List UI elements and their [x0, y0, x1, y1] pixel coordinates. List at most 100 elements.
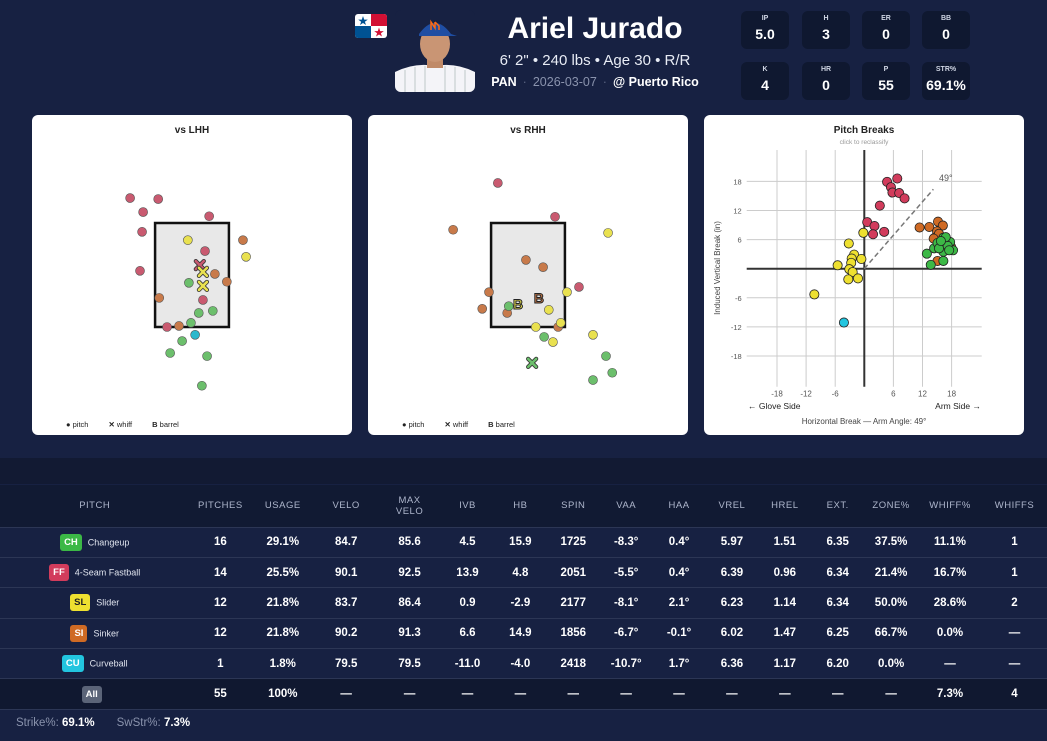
cell-zone-: 21.4%: [864, 557, 919, 589]
pitch-dot: [555, 318, 566, 328]
table-row[interactable]: CH Changeup 16 29.1% 84.7 85.6 4.5 15.9 1725 -8.3…: [0, 527, 1047, 558]
pitch-cell: CH Changeup: [0, 527, 190, 558]
cell-usage: 21.8%: [251, 618, 315, 650]
cell-max-velo: 79.5: [378, 648, 442, 680]
pitch-point: [858, 227, 869, 238]
pitch-name: 4-Seam Fastball: [74, 567, 141, 578]
player-name: Ariel Jurado: [507, 12, 683, 45]
pitch-point: [892, 173, 903, 184]
pitch-dot: [154, 293, 165, 303]
pitch-code-badge: FF: [49, 564, 69, 582]
cell-vaa: -8.3°: [599, 527, 653, 558]
cell-vaa: -6.7°: [599, 618, 653, 650]
stat-label: IP: [761, 15, 769, 22]
cell-pitches: 55: [189, 678, 252, 710]
pitch-point: [924, 221, 935, 232]
pitch-point: [869, 221, 880, 232]
glove-side-label: ← Glove Side: [748, 401, 801, 411]
cell-velo: 84.7: [314, 527, 379, 558]
pitch-point: [914, 222, 925, 233]
pitch-code-badge: All: [81, 685, 102, 703]
x-tick-label: -18: [771, 390, 783, 399]
legend: ● pitch ✕ whiff B barrel: [402, 420, 515, 429]
stat-label: H: [823, 15, 829, 22]
cell-vrel: 6.39: [705, 557, 759, 589]
separator-dot: ·: [602, 75, 607, 89]
cell-ext-: 6.25: [811, 618, 865, 650]
col-header-vrel[interactable]: VREL: [705, 485, 759, 528]
pitch-point: [921, 248, 932, 259]
legend-barrel: barrel: [495, 420, 515, 429]
col-header-whiff-[interactable]: WHIFF%: [918, 485, 982, 528]
col-header-zone-[interactable]: ZONE%: [864, 485, 919, 528]
pitch-point: [852, 273, 863, 284]
cell-ivb: 13.9: [441, 557, 494, 589]
col-header-haa[interactable]: HAA: [652, 485, 706, 528]
cell-velo: 79.5: [314, 648, 379, 680]
cell-pitches: 12: [189, 618, 252, 650]
pitch-cell: All: [0, 678, 190, 710]
table-row[interactable]: FF 4-Seam Fastball 14 25.5% 90.1 92.5 13.9 4.8 2…: [0, 557, 1047, 589]
cell-ext-: 6.34: [811, 557, 865, 589]
col-header-max-velo[interactable]: MAX VELO: [378, 485, 442, 528]
whiff-marker-stroke: [197, 280, 209, 292]
col-header-ext-[interactable]: EXT.: [811, 485, 865, 528]
cell-hrel: —: [758, 678, 812, 710]
pitch-point: [847, 267, 858, 278]
pitch-code-badge: CH: [60, 533, 82, 551]
col-header-velo[interactable]: VELO: [314, 485, 379, 528]
cell-zone-: 37.5%: [864, 527, 919, 558]
col-header-ivb[interactable]: IVB: [441, 485, 494, 528]
table-row[interactable]: CU Curveball 1 1.8% 79.5 79.5 -11.0 -4.0 2418 -10…: [0, 648, 1047, 680]
cell-vaa: -8.1°: [599, 587, 653, 619]
pitch-dot: [153, 194, 163, 204]
cell-max-velo: 86.4: [378, 587, 442, 619]
cell-whiff-: 28.6%: [918, 587, 982, 619]
col-header-vaa[interactable]: VAA: [599, 485, 653, 528]
pitch-dot: [538, 262, 548, 272]
pitch-dot: [601, 351, 611, 361]
whiff-marker-stroke: [526, 357, 538, 369]
col-header-hrel[interactable]: HREL: [758, 485, 812, 528]
legend-barrel-mark: B: [488, 420, 494, 429]
col-header-pitch[interactable]: PITCH: [0, 485, 190, 528]
legend: ● pitch ✕ whiff B barrel: [66, 420, 179, 429]
table-row[interactable]: All 55 100% — — — — — — — — — — —7.3% 4: [0, 678, 1047, 710]
stat-box-ip: IP 5.0: [741, 11, 789, 49]
arm-angle-line: [863, 188, 934, 270]
pitch-dot: [238, 235, 248, 245]
cell-whiff-: 0.0%: [918, 618, 982, 650]
pitch-dot: [539, 332, 549, 342]
separator-dot: ·: [522, 75, 527, 89]
cell-haa: 1.7°: [652, 648, 706, 680]
cell-spin: 2177: [546, 587, 600, 619]
cell-pitches: 16: [189, 527, 252, 558]
col-header-usage[interactable]: USAGE: [251, 485, 315, 528]
table-row[interactable]: SI Sinker 12 21.8% 90.2 91.3 6.6 14.9 1856 -6.7° -…: [0, 618, 1047, 650]
cell-ivb: 4.5: [441, 527, 494, 558]
col-header-hb[interactable]: HB: [493, 485, 547, 528]
pitch-dot: [202, 351, 212, 361]
stat-box-strpct: STR% 69.1%: [922, 62, 970, 100]
cell-spin: 2051: [546, 557, 600, 589]
cell-vaa: -5.5°: [599, 557, 653, 589]
cell-hb: —: [493, 678, 547, 710]
table-row[interactable]: SL Slider 12 21.8% 83.7 86.4 0.9 -2.9 2177 -8.1° 2…: [0, 587, 1047, 619]
cell-haa: -0.1°: [652, 618, 706, 650]
barrel-marker: B: [513, 296, 523, 312]
legend-whiff: whiff: [452, 420, 469, 429]
strike-value: 69.1%: [62, 717, 95, 729]
chart-title: vs LHH: [174, 125, 210, 136]
chart-subtitle: click to reclassify: [839, 139, 889, 146]
pitch-dot: [174, 321, 184, 331]
col-header-whiffs[interactable]: WHIFFS: [981, 485, 1047, 528]
cell-vrel: 6.02: [705, 618, 759, 650]
pitch-breaks-chart[interactable]: Pitch Breaks click to reclassify -18 -12 -…: [704, 115, 1024, 435]
cell-whiff-: 11.1%: [918, 527, 982, 558]
col-header-pitches[interactable]: PITCHES: [189, 485, 252, 528]
stat-value: 0: [822, 77, 830, 93]
col-header-spin[interactable]: SPIN: [546, 485, 600, 528]
